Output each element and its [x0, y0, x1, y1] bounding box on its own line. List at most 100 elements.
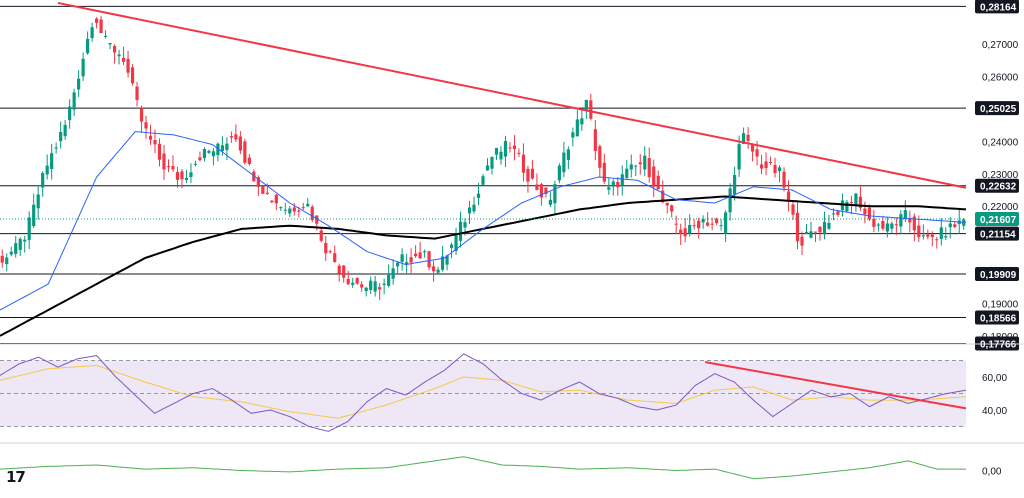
candle-body	[926, 234, 929, 236]
candle-body	[275, 195, 278, 203]
oscillator-panel[interactable]: 0,00	[0, 457, 1002, 479]
candle-body	[293, 207, 296, 211]
candle-body	[126, 59, 129, 73]
oscillator-tick-label: 0,00	[982, 467, 1002, 478]
candle-body	[270, 201, 273, 203]
candle-body	[73, 92, 76, 109]
moving-average-slow	[0, 197, 966, 336]
candle-body	[324, 243, 327, 253]
candle-body	[796, 213, 799, 241]
candle-body	[773, 165, 776, 173]
candle-body	[643, 156, 646, 170]
candle-body	[598, 146, 601, 168]
candle-body	[401, 254, 404, 261]
candle-body	[764, 162, 767, 169]
candle-body	[131, 67, 134, 83]
rsi-axis[interactable]: 60,00 40,00	[982, 373, 1007, 417]
candle-body	[576, 119, 579, 136]
candle-body	[113, 46, 116, 52]
candle-body	[37, 194, 40, 208]
candle-body	[104, 36, 107, 37]
candle-body	[917, 226, 920, 238]
candle-body	[782, 172, 785, 188]
candle-body	[427, 251, 430, 267]
candle-body	[436, 270, 439, 273]
level-badge-label: 0,22632	[980, 182, 1017, 193]
candle-body	[526, 169, 529, 182]
candle-body	[167, 166, 170, 167]
candle-body	[234, 134, 237, 139]
candle-body	[940, 227, 943, 239]
candle-body	[616, 182, 619, 187]
candle-body	[396, 263, 399, 267]
candle-body	[297, 211, 300, 212]
candle-body	[95, 19, 98, 23]
trading-chart[interactable]: 0,270000,260000,240000,230000,220000,190…	[0, 0, 1024, 498]
candle-body	[338, 266, 341, 274]
candle-body	[895, 224, 898, 225]
candle-body	[450, 245, 453, 248]
candle-body	[854, 194, 857, 205]
candle-body	[746, 135, 749, 141]
candle-body	[189, 172, 192, 177]
candle-body	[55, 148, 58, 149]
candle-body	[486, 165, 489, 170]
candle-body	[423, 251, 426, 252]
level-badge-label: 0,21154	[980, 230, 1016, 241]
candle-body	[702, 219, 705, 222]
candle-body	[387, 275, 390, 286]
candle-body	[769, 162, 772, 163]
candle-body	[288, 209, 291, 214]
candle-body	[720, 225, 723, 226]
candle-body	[122, 58, 125, 62]
candle-body	[207, 151, 210, 153]
price-tick-label: 0,19000	[982, 299, 1019, 310]
candle-body	[513, 146, 516, 150]
candle-body	[594, 129, 597, 151]
candle-body	[243, 141, 246, 162]
price-panel[interactable]: 0,27000 0,26000 0,24000 0,23000 0,22000 0,190…	[0, 0, 1019, 350]
candle-body	[863, 209, 866, 215]
candle-body	[311, 207, 314, 220]
price-trendline[interactable]	[58, 3, 966, 188]
candle-body	[185, 178, 188, 180]
candle-body	[383, 284, 386, 285]
candle-body	[221, 145, 224, 151]
candle-body	[580, 118, 583, 124]
candle-body	[899, 214, 902, 226]
candle-body	[621, 174, 624, 185]
candle-body	[23, 240, 26, 242]
candle-body	[481, 176, 484, 184]
candle-body	[86, 39, 89, 53]
candle-body	[675, 224, 678, 225]
candle-body	[320, 230, 323, 240]
rsi-panel[interactable]: 60,00 40,00	[0, 354, 1007, 432]
candle-body	[944, 236, 947, 237]
candle-body	[562, 153, 565, 173]
candle-body	[10, 252, 13, 255]
candle-body	[697, 221, 700, 229]
candle-body	[612, 181, 615, 186]
candle-body	[180, 171, 183, 179]
candle-body	[800, 237, 803, 246]
candle-body	[751, 145, 754, 152]
candle-body	[279, 207, 282, 208]
candle-body	[693, 225, 696, 226]
candle-body	[630, 164, 633, 169]
candle-body	[495, 148, 498, 155]
candle-body	[881, 221, 884, 229]
candle-body	[140, 108, 143, 121]
candle-body	[652, 167, 655, 187]
candle-body	[504, 141, 507, 157]
candle-body	[836, 211, 839, 215]
oscillator-axis[interactable]: 0,00	[982, 467, 1002, 478]
candle-body	[342, 266, 345, 278]
candle-body	[463, 222, 466, 227]
price-axis[interactable]: 0,27000 0,26000 0,24000 0,23000 0,22000 0,190…	[975, 0, 1019, 350]
candle-body	[212, 151, 215, 156]
tradingview-logo-icon[interactable]: 17	[6, 468, 25, 486]
candle-body	[203, 149, 206, 158]
candle-body	[68, 107, 71, 121]
candle-body	[490, 157, 493, 169]
candle-body	[266, 193, 269, 194]
